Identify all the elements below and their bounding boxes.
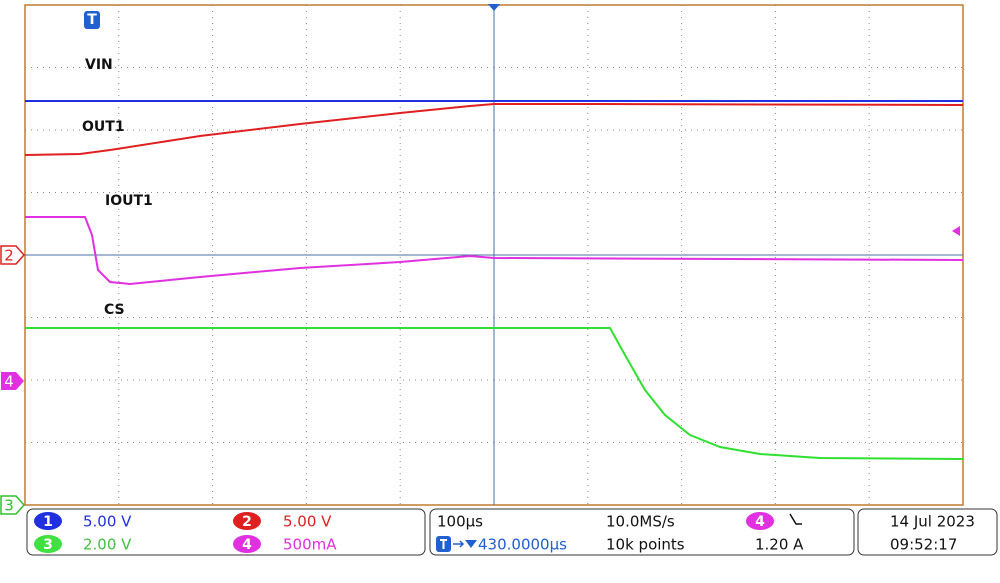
waveform-label: OUT1: [82, 119, 125, 135]
ch4-badge: [233, 535, 261, 553]
waveform-label: CS: [104, 302, 125, 318]
ch2-marker-label: 2: [4, 247, 14, 265]
trigger-channel-badge: [746, 512, 774, 530]
time: 09:52:17: [890, 536, 957, 554]
ch2-scale: 5.00 V: [283, 513, 332, 531]
date: 14 Jul 2023: [890, 513, 975, 531]
arrow-icon: [465, 540, 477, 548]
waveform-label: IOUT1: [105, 193, 153, 209]
out1-trace: [24, 103, 964, 156]
ch4-marker: [1, 372, 24, 390]
trigger-level-marker: [952, 226, 960, 236]
ch1-badge: [34, 512, 62, 530]
waveform-label: VIN: [85, 57, 113, 73]
time-scale: 100µs: [437, 513, 483, 531]
cs-trace: [25, 327, 964, 460]
trigger-position: 430.0000µs: [478, 536, 567, 554]
trigger-badge: [84, 11, 100, 29]
ch2-marker: [0, 245, 26, 265]
ch4-number: 4: [242, 537, 252, 553]
arrow-icon: [453, 540, 465, 548]
ch4-scale: 500mA: [283, 536, 337, 554]
ch3-badge: [34, 535, 62, 553]
channel-panel: [26, 508, 426, 556]
ch3-scale: 2.00 V: [83, 536, 132, 554]
iout1-trace: [25, 216, 964, 286]
ch2-badge: [233, 512, 261, 530]
ch2-number: 2: [242, 514, 252, 530]
trigger-position-marker: [488, 4, 500, 11]
sample-rate: 10.0MS/s: [606, 513, 675, 531]
record-length: 10k points: [606, 536, 685, 554]
ch1-number: 1: [43, 514, 53, 530]
trigger-icon-glyph: [440, 539, 447, 549]
ch4-marker-label: 4: [4, 373, 14, 391]
slope-icon: [789, 513, 802, 525]
ch3-marker-label: 3: [4, 497, 14, 515]
trigger-channel: 4: [755, 514, 765, 530]
ch1-scale: 5.00 V: [83, 513, 132, 531]
ch3-marker: [0, 495, 26, 515]
trigger-badge-label: T: [87, 12, 97, 28]
date-panel: [857, 508, 998, 556]
ch3-number: 3: [43, 537, 53, 553]
trigger-level: 1.20 A: [755, 536, 804, 554]
